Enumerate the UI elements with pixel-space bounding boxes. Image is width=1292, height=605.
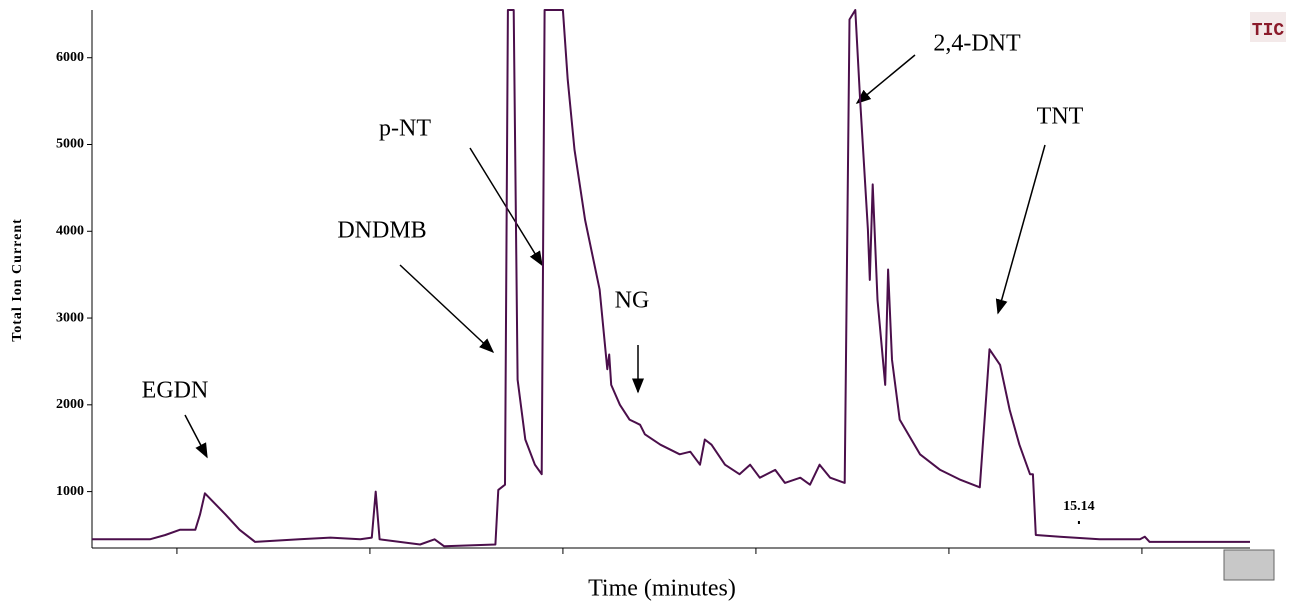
annotation: DNDMB: [337, 218, 426, 244]
annotation: NG: [615, 288, 650, 314]
y-tick-label: 1000: [56, 484, 84, 499]
y-tick-label: 3000: [56, 310, 84, 325]
x-axis-label: Time (minutes): [588, 576, 736, 602]
annotation: EGDN: [142, 378, 209, 404]
y-axis-label: Total Ion Current: [10, 218, 25, 342]
retention-time-tick: [1077, 521, 1080, 524]
badge-box: [1250, 12, 1286, 42]
y-tick-label: 6000: [56, 50, 84, 65]
y-tick-label: 4000: [56, 223, 84, 238]
y-tick-label: 5000: [56, 137, 84, 152]
scroll-button[interactable]: [1223, 549, 1275, 581]
arrow: [995, 144, 1046, 315]
y-tick-label: 2000: [56, 397, 84, 412]
badge: TIC: [1252, 21, 1285, 41]
retention-time-label: 15.14: [1063, 499, 1095, 514]
arrow: [184, 414, 208, 459]
arrow: [855, 54, 916, 104]
series-line: [92, 9, 1250, 548]
arrow: [399, 264, 495, 354]
annotation: 2,4-DNT: [933, 31, 1021, 57]
annotation: p-NT: [379, 116, 431, 142]
annotation: TNT: [1037, 104, 1084, 130]
